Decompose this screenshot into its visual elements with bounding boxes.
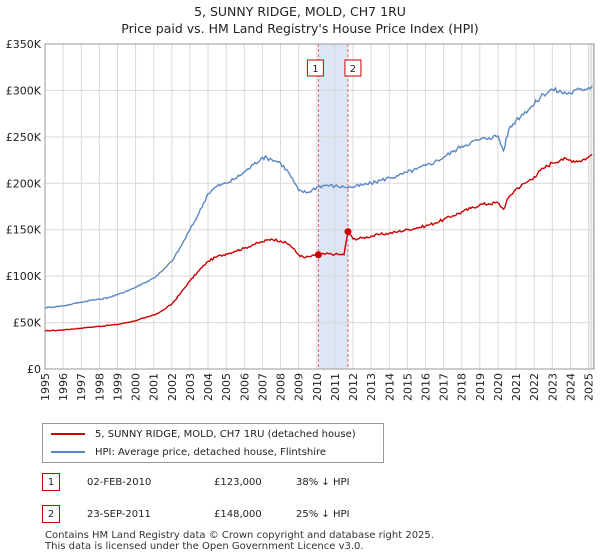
x-tick-label: 2008 bbox=[275, 373, 288, 401]
y-tick-label: £0 bbox=[27, 363, 41, 376]
annotation-date-2: 23-SEP-2011 bbox=[87, 508, 151, 520]
x-tick-label: 2009 bbox=[293, 373, 306, 401]
y-tick-label: £100K bbox=[6, 270, 42, 283]
sale-point-1 bbox=[314, 251, 322, 259]
annotation-box-frame-2 bbox=[344, 59, 362, 77]
annotation-price-2: £148,000 bbox=[214, 508, 262, 520]
sale-points bbox=[314, 228, 352, 259]
annotation-hpi-2: 25% ↓ HPI bbox=[296, 508, 350, 520]
x-tick-label: 2004 bbox=[202, 373, 215, 401]
legend-item-hpi: HPI: Average price, detached house, Flin… bbox=[51, 444, 326, 460]
x-tick-label: 2005 bbox=[220, 373, 233, 401]
x-tick-label: 2003 bbox=[184, 373, 197, 401]
y-tick-label: £250K bbox=[6, 131, 42, 144]
chart-subtitle: Price paid vs. HM Land Registry's House … bbox=[121, 21, 479, 36]
legend-label-property: 5, SUNNY RIDGE, MOLD, CH7 1RU (detached … bbox=[95, 428, 356, 440]
annotation-box-label-1: 1 bbox=[312, 64, 318, 75]
x-tick-label: 2006 bbox=[238, 373, 251, 401]
annotation-row-1: 1 02-FEB-2010 £123,000 38% ↓ HPI bbox=[42, 472, 349, 492]
series-line-1 bbox=[44, 85, 593, 309]
axes bbox=[44, 43, 595, 370]
y-tick-label: £200K bbox=[6, 177, 42, 190]
annotation-badge-1: 1 bbox=[42, 473, 60, 491]
x-tick-label: 2022 bbox=[528, 373, 541, 401]
annotation-badge-2: 2 bbox=[42, 505, 60, 523]
footer-line-2: This data is licensed under the Open Gov… bbox=[45, 541, 364, 552]
legend-label-hpi: HPI: Average price, detached house, Flin… bbox=[95, 446, 327, 458]
x-tick-label: 2025 bbox=[583, 373, 596, 401]
annotation-box-frame-1 bbox=[306, 59, 324, 77]
annotation-row-2: 2 23-SEP-2011 £148,000 25% ↓ HPI bbox=[42, 504, 349, 524]
sale-band bbox=[318, 44, 348, 369]
y-tick-label: £150K bbox=[6, 224, 42, 237]
annotation-hpi-1: 38% ↓ HPI bbox=[296, 476, 350, 488]
x-tick-label: 2020 bbox=[492, 373, 505, 401]
x-tick-label: 2017 bbox=[438, 373, 451, 401]
sale-marker-lines bbox=[317, 44, 349, 369]
legend-item-property: 5, SUNNY RIDGE, MOLD, CH7 1RU (detached … bbox=[51, 426, 356, 442]
x-tick-label: 2007 bbox=[256, 373, 269, 401]
price-chart: £0 £50K £100K £150K £200K £250K £300K £350K 1995… bbox=[6, 38, 596, 401]
annotation-date-1: 02-FEB-2010 bbox=[87, 476, 152, 488]
sale-period-shading bbox=[45, 44, 594, 369]
sale-point-2 bbox=[344, 228, 352, 236]
footer: Contains HM Land Registry data © Crown c… bbox=[45, 530, 434, 552]
x-tick-label: 2018 bbox=[456, 373, 469, 401]
annotation-box-label-2: 2 bbox=[350, 64, 356, 75]
x-tick-label: 2024 bbox=[564, 373, 577, 401]
y-tick-label: £350K bbox=[6, 38, 42, 51]
x-tick-label: 1997 bbox=[75, 373, 88, 401]
x-tick-label: 2000 bbox=[130, 373, 143, 401]
y-tick-label: £50K bbox=[13, 317, 42, 330]
plot-frame bbox=[44, 43, 595, 370]
x-tick-label: 2016 bbox=[419, 373, 432, 401]
y-tick-label: £300K bbox=[6, 84, 42, 97]
x-tick-label: 2019 bbox=[474, 373, 487, 401]
footer-line-1: Contains HM Land Registry data © Crown c… bbox=[45, 530, 434, 541]
x-tick-label: 1999 bbox=[111, 373, 124, 401]
x-tick-label: 2023 bbox=[546, 373, 559, 401]
legend-swatch-property bbox=[51, 433, 85, 435]
x-tick-label: 1996 bbox=[57, 373, 70, 401]
legend-swatch-hpi bbox=[51, 451, 85, 453]
x-tick-label: 1998 bbox=[93, 373, 106, 401]
x-tick-label: 2001 bbox=[148, 373, 161, 401]
x-tick-label: 2013 bbox=[365, 373, 378, 401]
x-tick-label: 2021 bbox=[510, 373, 523, 401]
annotation-box-1: 1 bbox=[306, 59, 324, 77]
chart-title: 5, SUNNY RIDGE, MOLD, CH7 1RU bbox=[194, 4, 406, 19]
tick-labels: £0 £50K £100K £150K £200K £250K £300K £350K 1995… bbox=[6, 38, 596, 401]
x-tick-label: 2012 bbox=[347, 373, 360, 401]
legend: 5, SUNNY RIDGE, MOLD, CH7 1RU (detached … bbox=[42, 423, 384, 463]
x-tick-label: 2011 bbox=[329, 373, 342, 401]
x-tick-label: 2014 bbox=[383, 373, 396, 401]
x-tick-label: 2015 bbox=[401, 373, 414, 401]
annotation-price-1: £123,000 bbox=[214, 476, 262, 488]
annotation-box-2: 2 bbox=[344, 59, 362, 77]
x-tick-label: 2010 bbox=[311, 373, 324, 401]
x-tick-label: 2002 bbox=[166, 373, 179, 401]
x-tick-label: 1995 bbox=[39, 373, 52, 401]
